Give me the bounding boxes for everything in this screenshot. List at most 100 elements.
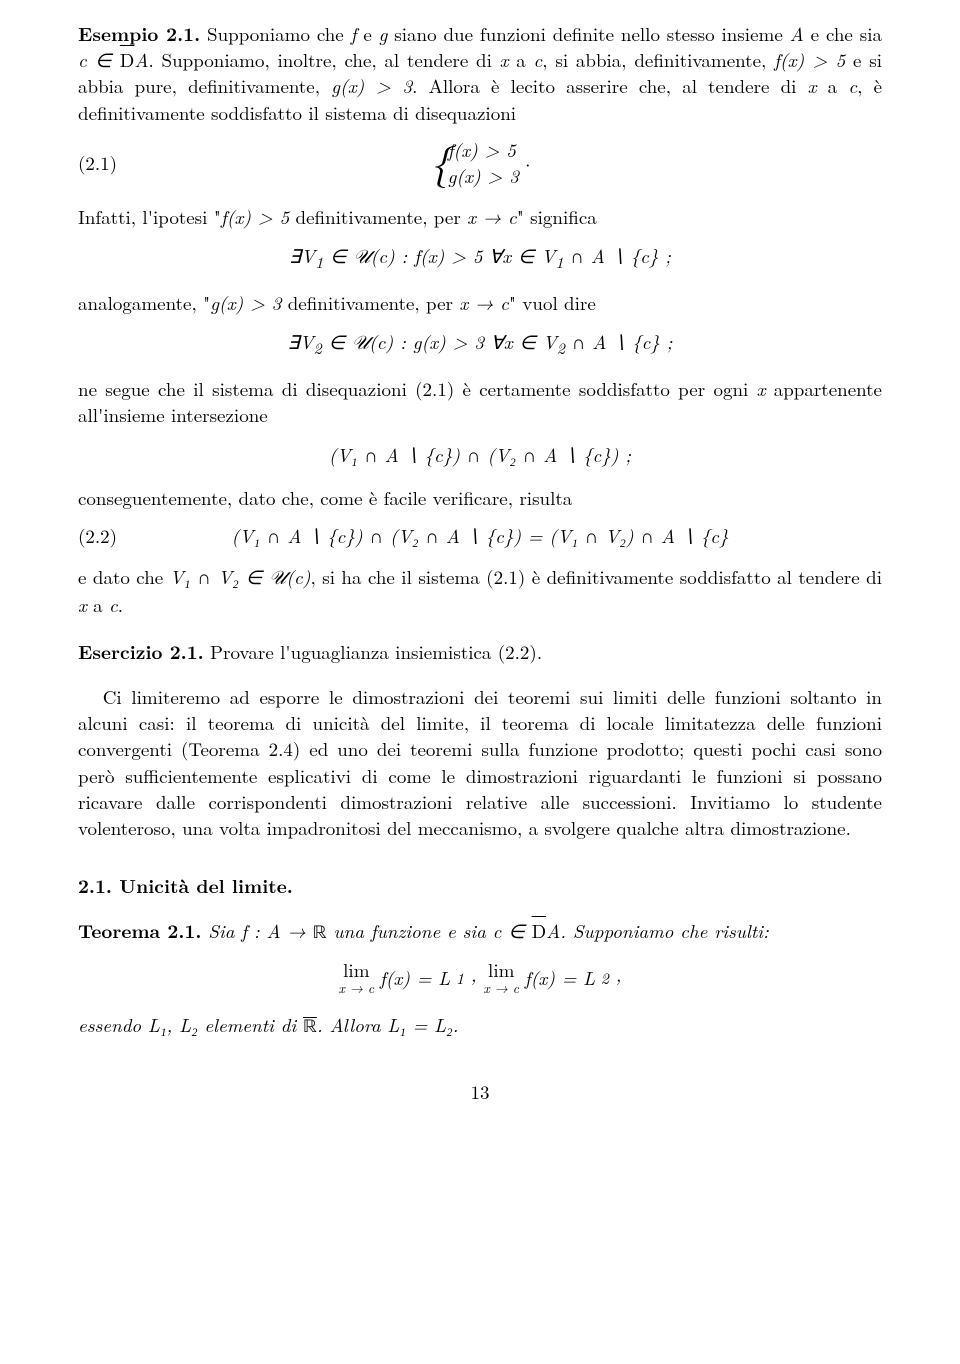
eq-body: (V₁ ∩ A ∖ {c}) ∩ (V₂ ∩ A ∖ {c}) = (V₁ ∩ … — [136, 523, 824, 549]
t: definitivamente, per — [289, 203, 467, 230]
t: siano due funzioni definite nello stesso… — [387, 20, 789, 47]
t: , si ha che il sistema (2.1) è definitiv… — [310, 563, 882, 590]
t: f(x) = L — [525, 965, 595, 991]
t: Infatti, l'ipotesi " — [78, 203, 221, 230]
t: c ∈ — [78, 46, 120, 73]
para-conseg: conseguentemente, dato che, come è facil… — [78, 485, 882, 511]
t: ∃V — [288, 328, 314, 355]
sym-A: A — [790, 20, 804, 47]
t: (c) — [286, 563, 310, 590]
t: ∃V — [289, 242, 315, 269]
t: e — [356, 20, 378, 47]
t: . Allora — [317, 1011, 388, 1038]
t: essendo — [78, 1011, 148, 1038]
t: ne segue che il sistema di disequazioni … — [78, 375, 757, 402]
section-title: 2.1. Unicità del limite. — [78, 872, 882, 898]
ineq-gx3: g(x) > 3 — [331, 72, 412, 99]
t: ∩ A ∖ {c} ; — [565, 328, 673, 355]
t: ∩ A ∖ {c} ; — [563, 242, 671, 269]
t: . Allora è lecito asserire che, al tende… — [412, 72, 808, 99]
t: x — [78, 591, 87, 618]
t: " vuol dire — [509, 289, 596, 316]
lim-sub: x → c — [338, 981, 374, 995]
t: e che sia — [804, 20, 882, 47]
t: c — [109, 591, 118, 618]
t: e dato che — [78, 563, 170, 590]
para-edato: e dato che V₁ ∩ V₂ ∈ 𝒰(c), si ha che il … — [78, 564, 882, 618]
t: (c) : f(x) > 5 ∀x ∈ V — [370, 242, 555, 269]
lim-stack: lim x → c — [483, 960, 519, 995]
eq-body: f(x) > 5 g(x) > 3 . — [136, 137, 824, 188]
display-line-2: ∃V2 ∈ 𝒰(c) : g(x) > 3 ∀x ∈ V2 ∩ A ∖ {c} … — [78, 329, 882, 359]
eq-number: (2.1) — [78, 150, 136, 176]
eq-period: . — [519, 146, 531, 173]
theorem-conclusion: essendo L₁, L₂ elementi di ℝ. Allora L₁ … — [78, 1012, 882, 1041]
lim-2: lim x → c f(x) = L 2 — [483, 960, 608, 995]
example-paragraph: Esempio 2.1. Supponiamo che f e g siano … — [78, 20, 882, 126]
t: f : A → — [241, 917, 312, 944]
para-infatti: Infatti, l'ipotesi "f(x) > 5 definitivam… — [78, 204, 882, 230]
sym-Dbar: D — [120, 46, 135, 73]
t: L₁, L₂ — [148, 1011, 198, 1038]
sub: 2 — [314, 336, 322, 359]
t: x → c — [467, 203, 517, 230]
lim-word: lim — [338, 960, 374, 979]
ineq-fx5: f(x) > 5 — [774, 46, 845, 73]
lim-1: lim x → c f(x) = L1 — [338, 960, 463, 995]
t: a — [87, 591, 109, 618]
t: ∈ — [322, 328, 352, 355]
sym-U: 𝒰 — [353, 247, 370, 268]
t: analogamente, " — [78, 289, 210, 316]
sym-A2: A — [134, 46, 148, 73]
exercise-body: Provare l'uguaglianza insiemistica (2.2)… — [204, 638, 542, 665]
t: Supponiamo che — [207, 20, 351, 47]
para-nesegue: ne segue che il sistema di disequazioni … — [78, 376, 882, 428]
t: elementi di — [198, 1011, 303, 1038]
lim-word: lim — [483, 960, 519, 979]
page-number: 13 — [78, 1079, 882, 1105]
lim-sub: x → c — [483, 981, 519, 995]
theorem-paragraph: Teorema 2.1. Sia f : A → ℝ una funzione … — [78, 917, 882, 947]
t: x → c — [459, 289, 509, 316]
sub: 2 — [557, 336, 565, 359]
display-limits: lim x → c f(x) = L1 , lim x → c f(x) = L… — [78, 960, 882, 995]
t: , si abbia, definitivamente, — [542, 46, 774, 73]
sym-Dbar: D — [532, 917, 547, 944]
t: , — [616, 961, 622, 988]
para-analog: analogamente, "g(x) > 3 definitivamente,… — [78, 290, 882, 316]
example-head: Esempio 2.1. — [78, 19, 200, 47]
exercise-paragraph: Esercizio 2.1. Provare l'uguaglianza ins… — [78, 638, 882, 665]
t: definitivamente, per — [281, 289, 459, 316]
t: L₁ = L₂ — [387, 1011, 452, 1038]
t: una funzione e sia — [327, 917, 493, 944]
equation-2-2: (2.2) (V₁ ∩ A ∖ {c}) ∩ (V₂ ∩ A ∖ {c}) = … — [78, 523, 882, 549]
t: . — [453, 1011, 459, 1038]
theorem-head: Teorema 2.1. — [78, 916, 201, 944]
t: f(x) > 5 — [221, 203, 289, 230]
t: . — [118, 591, 123, 618]
t: V₁ ∩ V₂ ∈ — [170, 563, 269, 590]
t: c ∈ — [493, 917, 532, 944]
t: . Supponiamo che risulti: — [560, 917, 769, 944]
lim-stack: lim x → c — [338, 960, 374, 995]
page: Esempio 2.1. Supponiamo che f e g siano … — [0, 0, 960, 1364]
t: a — [816, 72, 848, 99]
sym-c: c — [534, 46, 543, 73]
eq-number: (2.2) — [78, 523, 136, 549]
sym-c2: c — [848, 72, 857, 99]
sub: 1 — [315, 250, 323, 273]
t: a — [508, 46, 533, 73]
t: Sia — [201, 917, 241, 944]
overview-paragraph: Ci limiteremo ad esporre le dimostrazion… — [78, 684, 882, 841]
exercise-head: Esercizio 2.1. — [78, 637, 204, 665]
t: g(x) > 3 — [210, 289, 281, 316]
t: ∈ — [323, 242, 353, 269]
sym-R: ℝ — [313, 924, 327, 943]
system-row-1: f(x) > 5 — [448, 137, 519, 163]
equation-2-1: (2.1) f(x) > 5 g(x) > 3 . — [78, 137, 882, 188]
t: " significa — [517, 203, 597, 230]
display-line-3: (V₁ ∩ A ∖ {c}) ∩ (V₂ ∩ A ∖ {c}) ; — [78, 442, 882, 468]
sub: 2 — [601, 967, 609, 989]
sub: 1 — [456, 967, 464, 989]
brace-system: f(x) > 5 g(x) > 3 — [430, 137, 519, 188]
